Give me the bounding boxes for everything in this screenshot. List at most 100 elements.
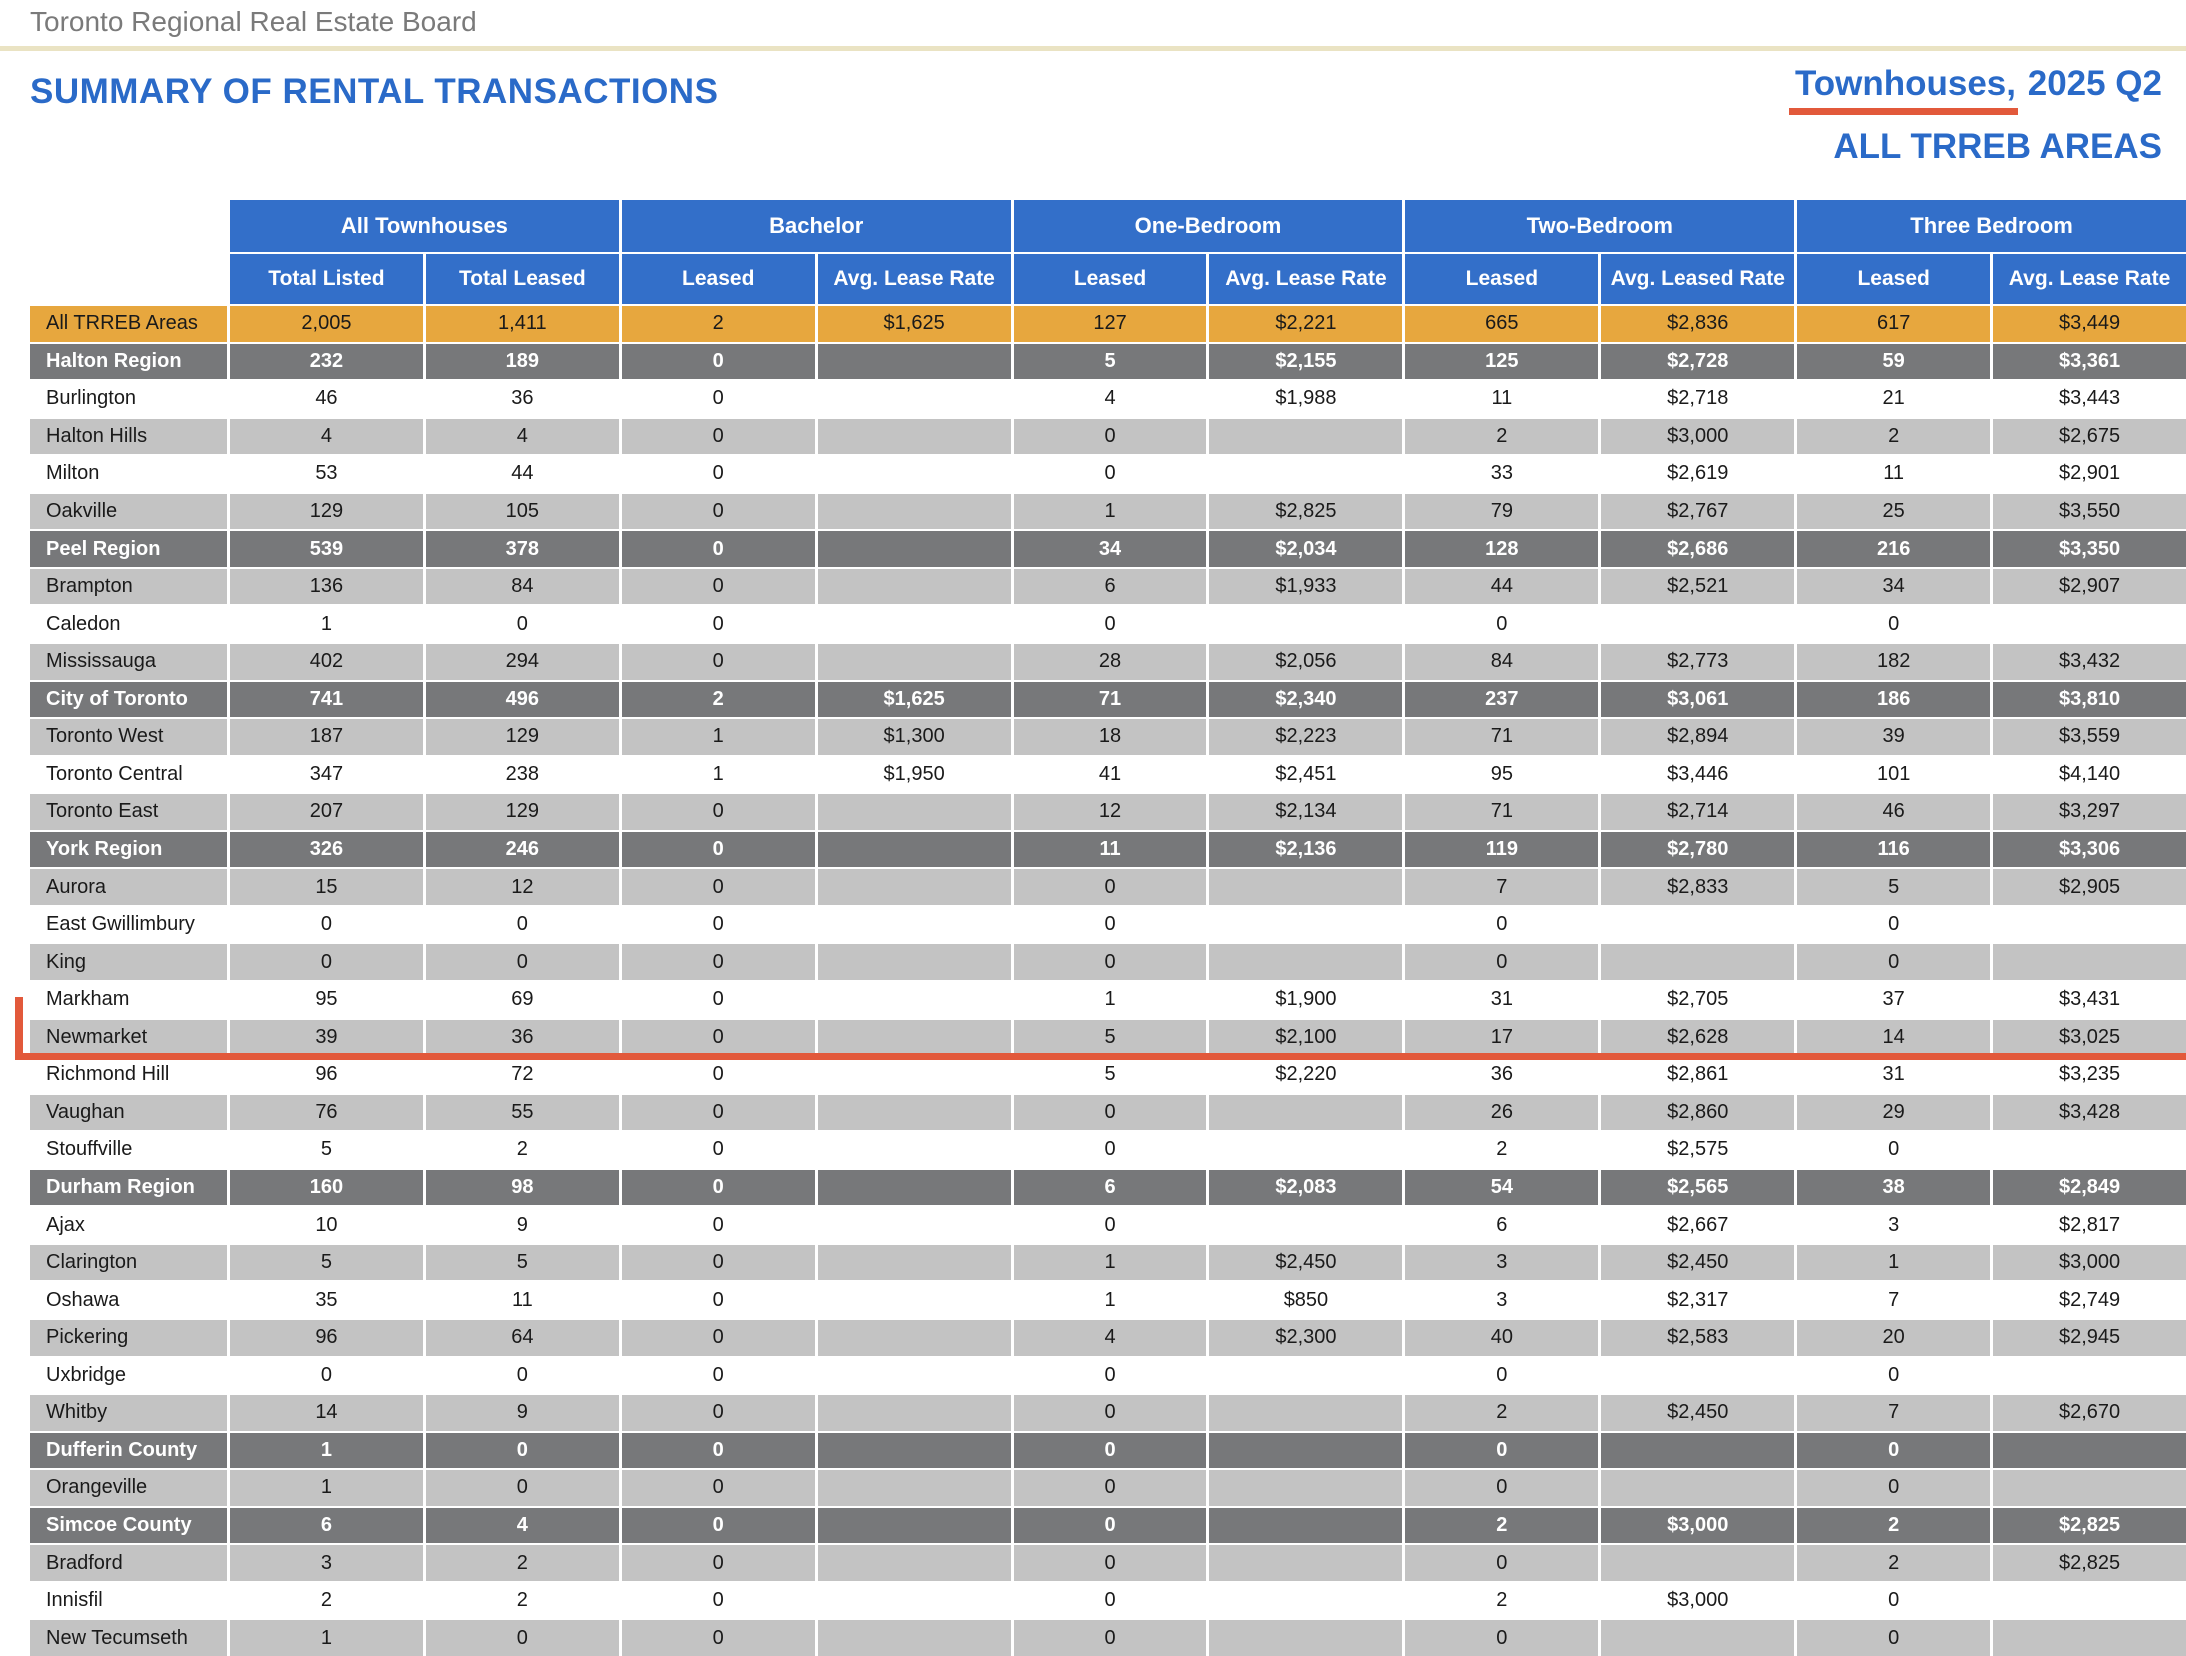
cell-aurora-col6: [1209, 869, 1403, 905]
cell-markham-col7: 31: [1405, 982, 1599, 1018]
cell-peel-region-col8: $2,686: [1601, 531, 1795, 567]
cell-caledon-col3: 0: [621, 606, 815, 642]
cell-stouffville-col1: 5: [230, 1132, 423, 1168]
cell-all-trreb-areas-col7: 665: [1405, 306, 1599, 342]
cell-newmarket-col1: 39: [230, 1019, 423, 1056]
cell-markham-col5: 1: [1013, 982, 1207, 1018]
cell-oakville-col3: 0: [621, 493, 815, 530]
cell-oakville-col10: $3,550: [1993, 493, 2186, 530]
cell-ajax-col5: 0: [1013, 1207, 1207, 1243]
cell-stouffville-col10: [1993, 1132, 2186, 1168]
cell-uxbridge-col4: [817, 1357, 1011, 1394]
cell-richmond-hill-col9: 31: [1797, 1057, 1991, 1093]
cell-mississauga-col6: $2,056: [1209, 644, 1403, 680]
cell-toronto-east-col2: 129: [425, 794, 619, 830]
cell-halton-region-col10: $3,361: [1993, 343, 2186, 380]
cell-caledon-col9: 0: [1797, 606, 1991, 642]
row-label-pickering: Pickering: [30, 1320, 227, 1356]
cell-simcoe-county-col2: 4: [425, 1507, 619, 1544]
cell-pickering-col9: 20: [1797, 1320, 1991, 1356]
cell-toronto-central-col8: $3,446: [1601, 756, 1795, 793]
cell-city-of-toronto-col5: 71: [1013, 681, 1207, 718]
cell-east-gwillimbury-col8: [1601, 906, 1795, 943]
cell-markham-col4: [817, 982, 1011, 1018]
cell-clarington-col1: 5: [230, 1244, 423, 1281]
cell-oshawa-col3: 0: [621, 1282, 815, 1318]
cell-clarington-col10: $3,000: [1993, 1244, 2186, 1281]
cell-bradford-col10: $2,825: [1993, 1545, 2186, 1581]
cell-durham-region-col9: 38: [1797, 1169, 1991, 1206]
cell-peel-region-col6: $2,034: [1209, 531, 1403, 567]
cell-simcoe-county-col8: $3,000: [1601, 1507, 1795, 1544]
cell-bradford-col6: [1209, 1545, 1403, 1581]
cell-burlington-col9: 21: [1797, 381, 1991, 417]
cell-vaughan-col6: [1209, 1094, 1403, 1131]
cell-york-region-col1: 326: [230, 831, 423, 868]
column-group-all-townhouses: All Townhouses: [230, 200, 619, 252]
cell-bradford-col9: 2: [1797, 1545, 1991, 1581]
cell-vaughan-col2: 55: [425, 1094, 619, 1131]
cell-simcoe-county-col9: 2: [1797, 1507, 1991, 1544]
cell-toronto-west-col6: $2,223: [1209, 719, 1403, 755]
cell-oakville-col7: 79: [1405, 493, 1599, 530]
cell-east-gwillimbury-col10: [1993, 906, 2186, 943]
row-label-durham-region: Durham Region: [30, 1169, 227, 1206]
cell-newmarket-col6: $2,100: [1209, 1019, 1403, 1056]
cell-mississauga-col2: 294: [425, 644, 619, 680]
cell-burlington-col1: 46: [230, 381, 423, 417]
cell-halton-region-col7: 125: [1405, 343, 1599, 380]
row-label-halton-hills: Halton Hills: [30, 418, 227, 455]
cell-caledon-col7: 0: [1405, 606, 1599, 642]
cell-clarington-col6: $2,450: [1209, 1244, 1403, 1281]
cell-richmond-hill-col8: $2,861: [1601, 1057, 1795, 1093]
cell-peel-region-col7: 128: [1405, 531, 1599, 567]
cell-durham-region-col3: 0: [621, 1169, 815, 1206]
cell-milton-col1: 53: [230, 456, 423, 492]
cell-pickering-col4: [817, 1320, 1011, 1356]
row-label-dufferin-county: Dufferin County: [30, 1432, 227, 1469]
cell-clarington-col3: 0: [621, 1244, 815, 1281]
cell-york-region-col9: 116: [1797, 831, 1991, 868]
cell-milton-col6: [1209, 456, 1403, 492]
cell-halton-region-col2: 189: [425, 343, 619, 380]
subtitle-underlined-segment: Townhouses,: [1788, 64, 2018, 115]
cell-innisfil-col5: 0: [1013, 1582, 1207, 1619]
cell-richmond-hill-col10: $3,235: [1993, 1057, 2186, 1093]
cell-mississauga-col5: 28: [1013, 644, 1207, 680]
cell-toronto-west-col7: 71: [1405, 719, 1599, 755]
cell-ajax-col8: $2,667: [1601, 1207, 1795, 1243]
cell-bradford-col7: 0: [1405, 1545, 1599, 1581]
cell-york-region-col6: $2,136: [1209, 831, 1403, 868]
column-group-one-bedroom: One-Bedroom: [1013, 200, 1403, 252]
cell-uxbridge-col3: 0: [621, 1357, 815, 1394]
cell-bradford-col5: 0: [1013, 1545, 1207, 1581]
cell-whitby-col6: [1209, 1395, 1403, 1431]
cell-aurora-col8: $2,833: [1601, 869, 1795, 905]
cell-east-gwillimbury-col7: 0: [1405, 906, 1599, 943]
cell-toronto-west-col3: 1: [621, 719, 815, 755]
cell-toronto-central-col10: $4,140: [1993, 756, 2186, 793]
cell-stouffville-col9: 0: [1797, 1132, 1991, 1168]
row-label-all-trreb-areas: All TRREB Areas: [30, 306, 227, 342]
cell-halton-hills-col3: 0: [621, 418, 815, 455]
cell-clarington-col4: [817, 1244, 1011, 1281]
cell-oakville-col2: 105: [425, 493, 619, 530]
cell-dufferin-county-col9: 0: [1797, 1432, 1991, 1469]
cell-east-gwillimbury-col1: 0: [230, 906, 423, 943]
cell-uxbridge-col6: [1209, 1357, 1403, 1394]
column-group-two-bedroom: Two-Bedroom: [1405, 200, 1795, 252]
cell-whitby-col10: $2,670: [1993, 1395, 2186, 1431]
cell-all-trreb-areas-col5: 127: [1013, 306, 1207, 342]
cell-clarington-col9: 1: [1797, 1244, 1991, 1281]
cell-halton-region-col3: 0: [621, 343, 815, 380]
column-header-one-bedroom-avg-lease-rate: Avg. Lease Rate: [1209, 254, 1403, 304]
cell-whitby-col3: 0: [621, 1395, 815, 1431]
cell-all-trreb-areas-col6: $2,221: [1209, 306, 1403, 342]
cell-stouffville-col2: 2: [425, 1132, 619, 1168]
cell-east-gwillimbury-col2: 0: [425, 906, 619, 943]
cell-toronto-east-col5: 12: [1013, 794, 1207, 830]
cell-whitby-col9: 7: [1797, 1395, 1991, 1431]
cell-orangeville-col5: 0: [1013, 1470, 1207, 1506]
cell-simcoe-county-col7: 2: [1405, 1507, 1599, 1544]
cell-dufferin-county-col1: 1: [230, 1432, 423, 1469]
